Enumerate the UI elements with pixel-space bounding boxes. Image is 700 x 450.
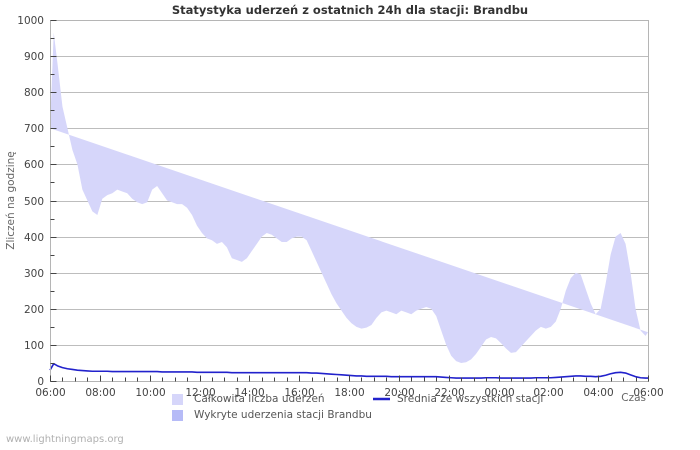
- y-tick-label: 900: [24, 51, 44, 63]
- y-tick-label: 500: [24, 196, 44, 208]
- x-axis-ticks: 06:00 08:00 10:00 12:00 14:00 16:00 18:00 20:00…: [35, 375, 664, 399]
- legend-label-detected: Wykryte uderzenia stacji Brandbu: [194, 409, 372, 421]
- y-tick-label: 600: [24, 159, 44, 171]
- x-tick-label: 06:00: [35, 387, 65, 399]
- line-series-group: [49, 362, 648, 379]
- y-tick-label: 800: [24, 87, 44, 99]
- x-tick-label: 12:00: [185, 387, 215, 399]
- y-tick-label: 400: [24, 232, 44, 244]
- x-tick-label: 06:00: [633, 387, 663, 399]
- y-axis-ticks: 0 100 200 300 400 500 600 700 800 900 1000: [17, 15, 57, 388]
- x-tick-label: 14:00: [234, 387, 264, 399]
- y-tick-label: 100: [24, 340, 44, 352]
- x-tick-label: 00:00: [484, 387, 514, 399]
- x-tick-label: 18:00: [334, 387, 364, 399]
- y-tick-label: 0: [37, 376, 44, 388]
- legend-swatch-detected: [172, 410, 183, 421]
- y-tick-label: 1000: [17, 15, 44, 27]
- area-series-group: [50, 32, 648, 363]
- x-tick-label: 08:00: [85, 387, 115, 399]
- x-tick-label: 02:00: [533, 387, 563, 399]
- x-tick-label: 10:00: [135, 387, 165, 399]
- y-axis-label: Zliczeń na godzinę: [5, 151, 17, 250]
- legend-label-average: Średnia ze wszystkich stacji: [397, 392, 543, 405]
- legend-label-total: Całkowita liczba uderzeń: [194, 393, 325, 405]
- y-tick-label: 200: [24, 304, 44, 316]
- x-tick-label: 20:00: [384, 387, 414, 399]
- y-tick-label: 300: [24, 268, 44, 280]
- x-tick-label: 22:00: [434, 387, 464, 399]
- line-series-average: [49, 362, 648, 379]
- x-tick-label: 04:00: [583, 387, 613, 399]
- x-axis-label: Czas: [621, 392, 646, 404]
- area-series-total: [50, 32, 648, 363]
- chart-title: Statystyka uderzeń z ostatnich 24h dla s…: [172, 3, 528, 17]
- chart-legend: Całkowita liczba uderzeń Średnia ze wszys…: [172, 392, 543, 421]
- x-tick-label: 16:00: [284, 387, 314, 399]
- y-tick-label: 700: [24, 123, 44, 135]
- legend-swatch-total: [172, 394, 183, 405]
- watermark-text: www.lightningmaps.org: [6, 434, 124, 445]
